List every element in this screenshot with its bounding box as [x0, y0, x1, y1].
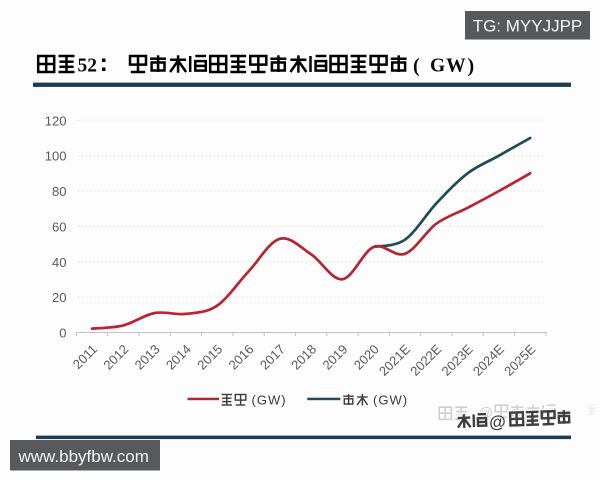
svg-text:20: 20	[52, 290, 66, 305]
svg-text:www.bbyfbw.com: www.bbyfbw.com	[18, 447, 149, 466]
svg-text:120: 120	[45, 113, 67, 128]
svg-text:60: 60	[52, 219, 66, 234]
svg-text:(: (	[413, 55, 420, 77]
svg-text:100: 100	[45, 149, 67, 164]
svg-text:40: 40	[52, 255, 66, 270]
svg-text:(GW): (GW)	[252, 393, 287, 408]
svg-text:GW: GW	[430, 55, 467, 76]
svg-text:TG: MYYJJPP: TG: MYYJJPP	[473, 17, 583, 36]
svg-text:52: 52	[78, 55, 98, 76]
svg-text:): )	[468, 55, 475, 77]
svg-text:@: @	[487, 411, 504, 431]
svg-text:0: 0	[59, 326, 66, 341]
svg-text:@: @	[489, 412, 506, 432]
svg-text:(GW): (GW)	[373, 393, 408, 408]
svg-text:80: 80	[52, 184, 66, 199]
